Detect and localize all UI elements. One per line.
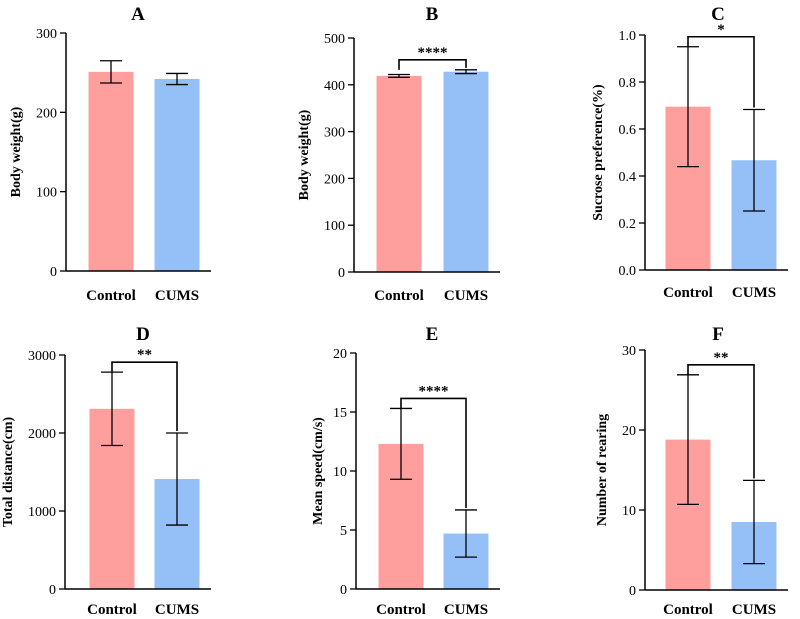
- y-tick-label-f-0: 0: [629, 584, 636, 599]
- significance-bracket-f: [687, 364, 755, 479]
- y-tick-label-f-1: 10: [622, 504, 636, 519]
- y-tick-label-b-3: 300: [324, 126, 345, 141]
- category-label-f-0: Control: [663, 602, 713, 618]
- y-tick-label-b-0: 0: [338, 266, 345, 281]
- y-axis-label-a: Body weight(g): [9, 106, 24, 197]
- y-tick-label-b-5: 500: [324, 32, 345, 47]
- y-tick-label-c-4: 0.8: [619, 76, 637, 91]
- y-tick-label-e-0: 0: [340, 583, 347, 598]
- y-tick-label-d-2: 2000: [28, 427, 56, 442]
- y-tick-label-b-1: 100: [324, 219, 345, 234]
- panel-title-c: C: [711, 4, 725, 25]
- y-tick-label-f-2: 20: [622, 424, 636, 439]
- y-tick-label-c-1: 0.2: [619, 217, 637, 232]
- panel-title-e: E: [426, 324, 439, 345]
- y-tick-label-a-1: 100: [36, 186, 57, 201]
- y-tick-label-a-3: 300: [36, 27, 57, 42]
- panel-title-a: A: [131, 4, 145, 25]
- significance-label-c: *: [717, 22, 725, 38]
- category-label-a-1: CUMS: [155, 288, 199, 304]
- y-tick-label-c-0: 0.0: [619, 264, 637, 279]
- bar-b-cums: [443, 71, 489, 272]
- y-tick-label-f-3: 30: [622, 344, 636, 359]
- category-label-c-0: Control: [663, 285, 713, 301]
- y-tick-label-b-2: 200: [324, 172, 345, 187]
- significance-label-b: ****: [418, 45, 448, 61]
- y-tick-label-e-4: 20: [333, 347, 347, 362]
- significance-label-e: ****: [419, 383, 449, 399]
- panel-title-d: D: [136, 324, 150, 345]
- y-axis-label-f: Number of rearing: [595, 414, 610, 526]
- significance-bracket-c: [687, 35, 755, 108]
- y-tick-label-d-0: 0: [49, 583, 56, 598]
- category-label-e-0: Control: [376, 602, 426, 618]
- significance-label-f: **: [714, 350, 729, 366]
- category-label-d-1: CUMS: [155, 602, 199, 618]
- category-label-d-0: Control: [87, 602, 137, 618]
- significance-bracket-d: [111, 361, 178, 431]
- panel-title-b: B: [426, 4, 439, 25]
- y-tick-label-e-1: 5: [340, 524, 347, 539]
- y-axis-label-b: Body weight(g): [297, 109, 312, 200]
- y-tick-label-d-1: 1000: [28, 505, 56, 520]
- category-label-b-0: Control: [374, 288, 424, 304]
- category-label-e-1: CUMS: [444, 602, 488, 618]
- y-axis-label-d: Total distance(cm): [1, 417, 16, 528]
- y-tick-label-a-2: 200: [36, 106, 57, 121]
- bar-a-cums: [154, 79, 200, 271]
- significance-label-d: **: [137, 347, 152, 363]
- bar-a-control: [88, 71, 134, 271]
- category-label-f-1: CUMS: [732, 602, 776, 618]
- y-axis-label-c: Sucrose preference(%): [591, 84, 606, 221]
- panel-title-f: F: [712, 324, 724, 345]
- y-tick-label-d-3: 3000: [28, 349, 56, 364]
- y-axis-label-e: Mean speed(cm/s): [311, 417, 326, 525]
- category-label-a-0: Control: [86, 288, 136, 304]
- category-label-b-1: CUMS: [444, 288, 488, 304]
- y-tick-label-e-3: 15: [333, 406, 347, 421]
- y-tick-label-a-0: 0: [50, 265, 57, 280]
- significance-bracket-e: [400, 397, 467, 508]
- bar-b-control: [376, 75, 422, 273]
- category-label-c-1: CUMS: [732, 285, 776, 301]
- significance-bracket-b: [398, 59, 467, 70]
- y-tick-label-e-2: 10: [333, 465, 347, 480]
- y-tick-label-c-5: 1.0: [619, 29, 637, 44]
- y-tick-label-c-2: 0.4: [619, 170, 637, 185]
- y-tick-label-b-4: 400: [324, 79, 345, 94]
- y-tick-label-c-3: 0.6: [619, 123, 637, 138]
